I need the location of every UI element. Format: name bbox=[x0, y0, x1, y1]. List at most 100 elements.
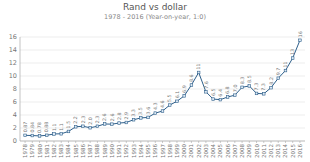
x-tick-label: 1991 bbox=[116, 144, 122, 158]
x-tick bbox=[25, 141, 26, 143]
y-tick-label: 0 bbox=[13, 137, 17, 145]
x-tick bbox=[249, 141, 250, 143]
point-marker bbox=[82, 125, 85, 128]
x-tick-label: 2014 bbox=[282, 144, 288, 158]
x-tick-label: 2006 bbox=[225, 144, 231, 158]
data-label: 2.3 bbox=[95, 116, 100, 124]
x-tick bbox=[227, 141, 228, 143]
point-marker bbox=[89, 126, 92, 129]
x-tick bbox=[213, 141, 214, 143]
x-tick bbox=[111, 141, 112, 143]
x-tick-label: 2008 bbox=[239, 144, 245, 158]
x-tick bbox=[234, 141, 235, 143]
data-label: 8.6 bbox=[189, 74, 194, 82]
x-tick bbox=[90, 141, 91, 143]
title: Rand vs dollar bbox=[123, 2, 187, 12]
x-tick-label: 1993 bbox=[131, 144, 137, 158]
chart: Rand vs dollar1978 - 2016 (Year-on-year,… bbox=[0, 0, 310, 162]
data-label: 6.9 bbox=[182, 85, 187, 93]
x-tick bbox=[53, 141, 54, 143]
y-tick-label: 12 bbox=[9, 59, 17, 67]
x-tick bbox=[119, 141, 120, 143]
x-tick-label: 2005 bbox=[217, 144, 223, 158]
x-tick-label: 1995 bbox=[145, 144, 151, 158]
point-marker bbox=[111, 123, 114, 126]
point-marker bbox=[241, 86, 244, 89]
data-label: 7.3 bbox=[254, 83, 259, 91]
x-tick bbox=[32, 141, 33, 143]
data-label: 3.5 bbox=[138, 107, 143, 115]
y-tick-label: 14 bbox=[9, 46, 17, 54]
x-tick-label: 2009 bbox=[246, 144, 252, 158]
x-tick-label: 1994 bbox=[138, 144, 144, 158]
x-tick-label: 1992 bbox=[123, 144, 129, 158]
point-marker bbox=[31, 134, 34, 137]
data-label: 6.8 bbox=[225, 86, 230, 94]
x-tick bbox=[97, 141, 98, 143]
data-label: 6.1 bbox=[175, 91, 180, 99]
y-tick-label: 6 bbox=[13, 98, 17, 106]
data-label: 0.87 bbox=[23, 122, 28, 133]
x-tick-label: 1987 bbox=[87, 144, 93, 158]
point-marker bbox=[45, 134, 48, 137]
point-marker bbox=[248, 85, 251, 88]
x-tick bbox=[133, 141, 134, 143]
x-tick bbox=[68, 141, 69, 143]
x-tick-label: 2000 bbox=[181, 144, 187, 158]
x-tick-label: 2010 bbox=[254, 144, 260, 158]
x-tick bbox=[285, 141, 286, 143]
data-label: 1.5 bbox=[66, 121, 71, 129]
point-marker bbox=[67, 130, 70, 133]
x-tick bbox=[82, 141, 83, 143]
x-tick bbox=[140, 141, 141, 143]
x-tick bbox=[242, 141, 243, 143]
point-marker bbox=[96, 125, 99, 128]
data-label: 7.0 bbox=[233, 85, 238, 93]
data-label: 6.5 bbox=[211, 88, 216, 96]
subtitle: 1978 - 2016 (Year-on-year, 1:0) bbox=[104, 13, 206, 21]
point-marker bbox=[255, 92, 258, 95]
y-tick-label: 16 bbox=[9, 33, 17, 41]
x-tick bbox=[292, 141, 293, 143]
x-tick-label: 1999 bbox=[174, 144, 180, 158]
point-marker bbox=[212, 98, 215, 101]
x-tick-label: 1996 bbox=[152, 144, 158, 158]
point-marker bbox=[154, 112, 157, 115]
data-label: 4.3 bbox=[153, 102, 158, 110]
x-tick bbox=[191, 141, 192, 143]
y-tick-label: 2 bbox=[13, 124, 17, 132]
x-tick bbox=[148, 141, 149, 143]
x-tick-label: 2004 bbox=[210, 144, 216, 158]
x-tick-label: 1979 bbox=[29, 144, 35, 158]
point-marker bbox=[190, 84, 193, 87]
data-label: 8.3 bbox=[240, 77, 245, 85]
data-label: 1.1 bbox=[59, 123, 64, 131]
point-marker bbox=[24, 134, 27, 137]
point-marker bbox=[262, 93, 265, 96]
x-tick-label: 2015 bbox=[290, 144, 296, 158]
point-marker bbox=[60, 132, 63, 135]
point-marker bbox=[38, 135, 41, 138]
point-marker bbox=[284, 69, 287, 72]
point-marker bbox=[299, 39, 302, 42]
x-tick bbox=[75, 141, 76, 143]
plot-area bbox=[24, 39, 301, 137]
data-label: 3.3 bbox=[131, 109, 136, 117]
x-tick bbox=[46, 141, 47, 143]
x-tick-label: 1985 bbox=[73, 144, 79, 158]
grid-line bbox=[20, 37, 305, 38]
y-tick-label: 10 bbox=[9, 72, 17, 80]
point-marker bbox=[226, 96, 229, 99]
data-label: 2.9 bbox=[124, 112, 129, 120]
data-label: 8.2 bbox=[269, 77, 274, 85]
x-tick bbox=[271, 141, 272, 143]
x-tick-label: 2011 bbox=[261, 144, 267, 158]
data-label: 7.6 bbox=[204, 81, 209, 89]
data-label: 1.1 bbox=[52, 123, 57, 131]
data-label: 6.4 bbox=[218, 89, 223, 97]
data-label: 2.0 bbox=[88, 117, 93, 125]
x-tick-label: 2003 bbox=[203, 144, 209, 158]
x-tick-label: 2016 bbox=[297, 144, 303, 158]
point-marker bbox=[132, 118, 135, 121]
point-marker bbox=[197, 71, 200, 74]
